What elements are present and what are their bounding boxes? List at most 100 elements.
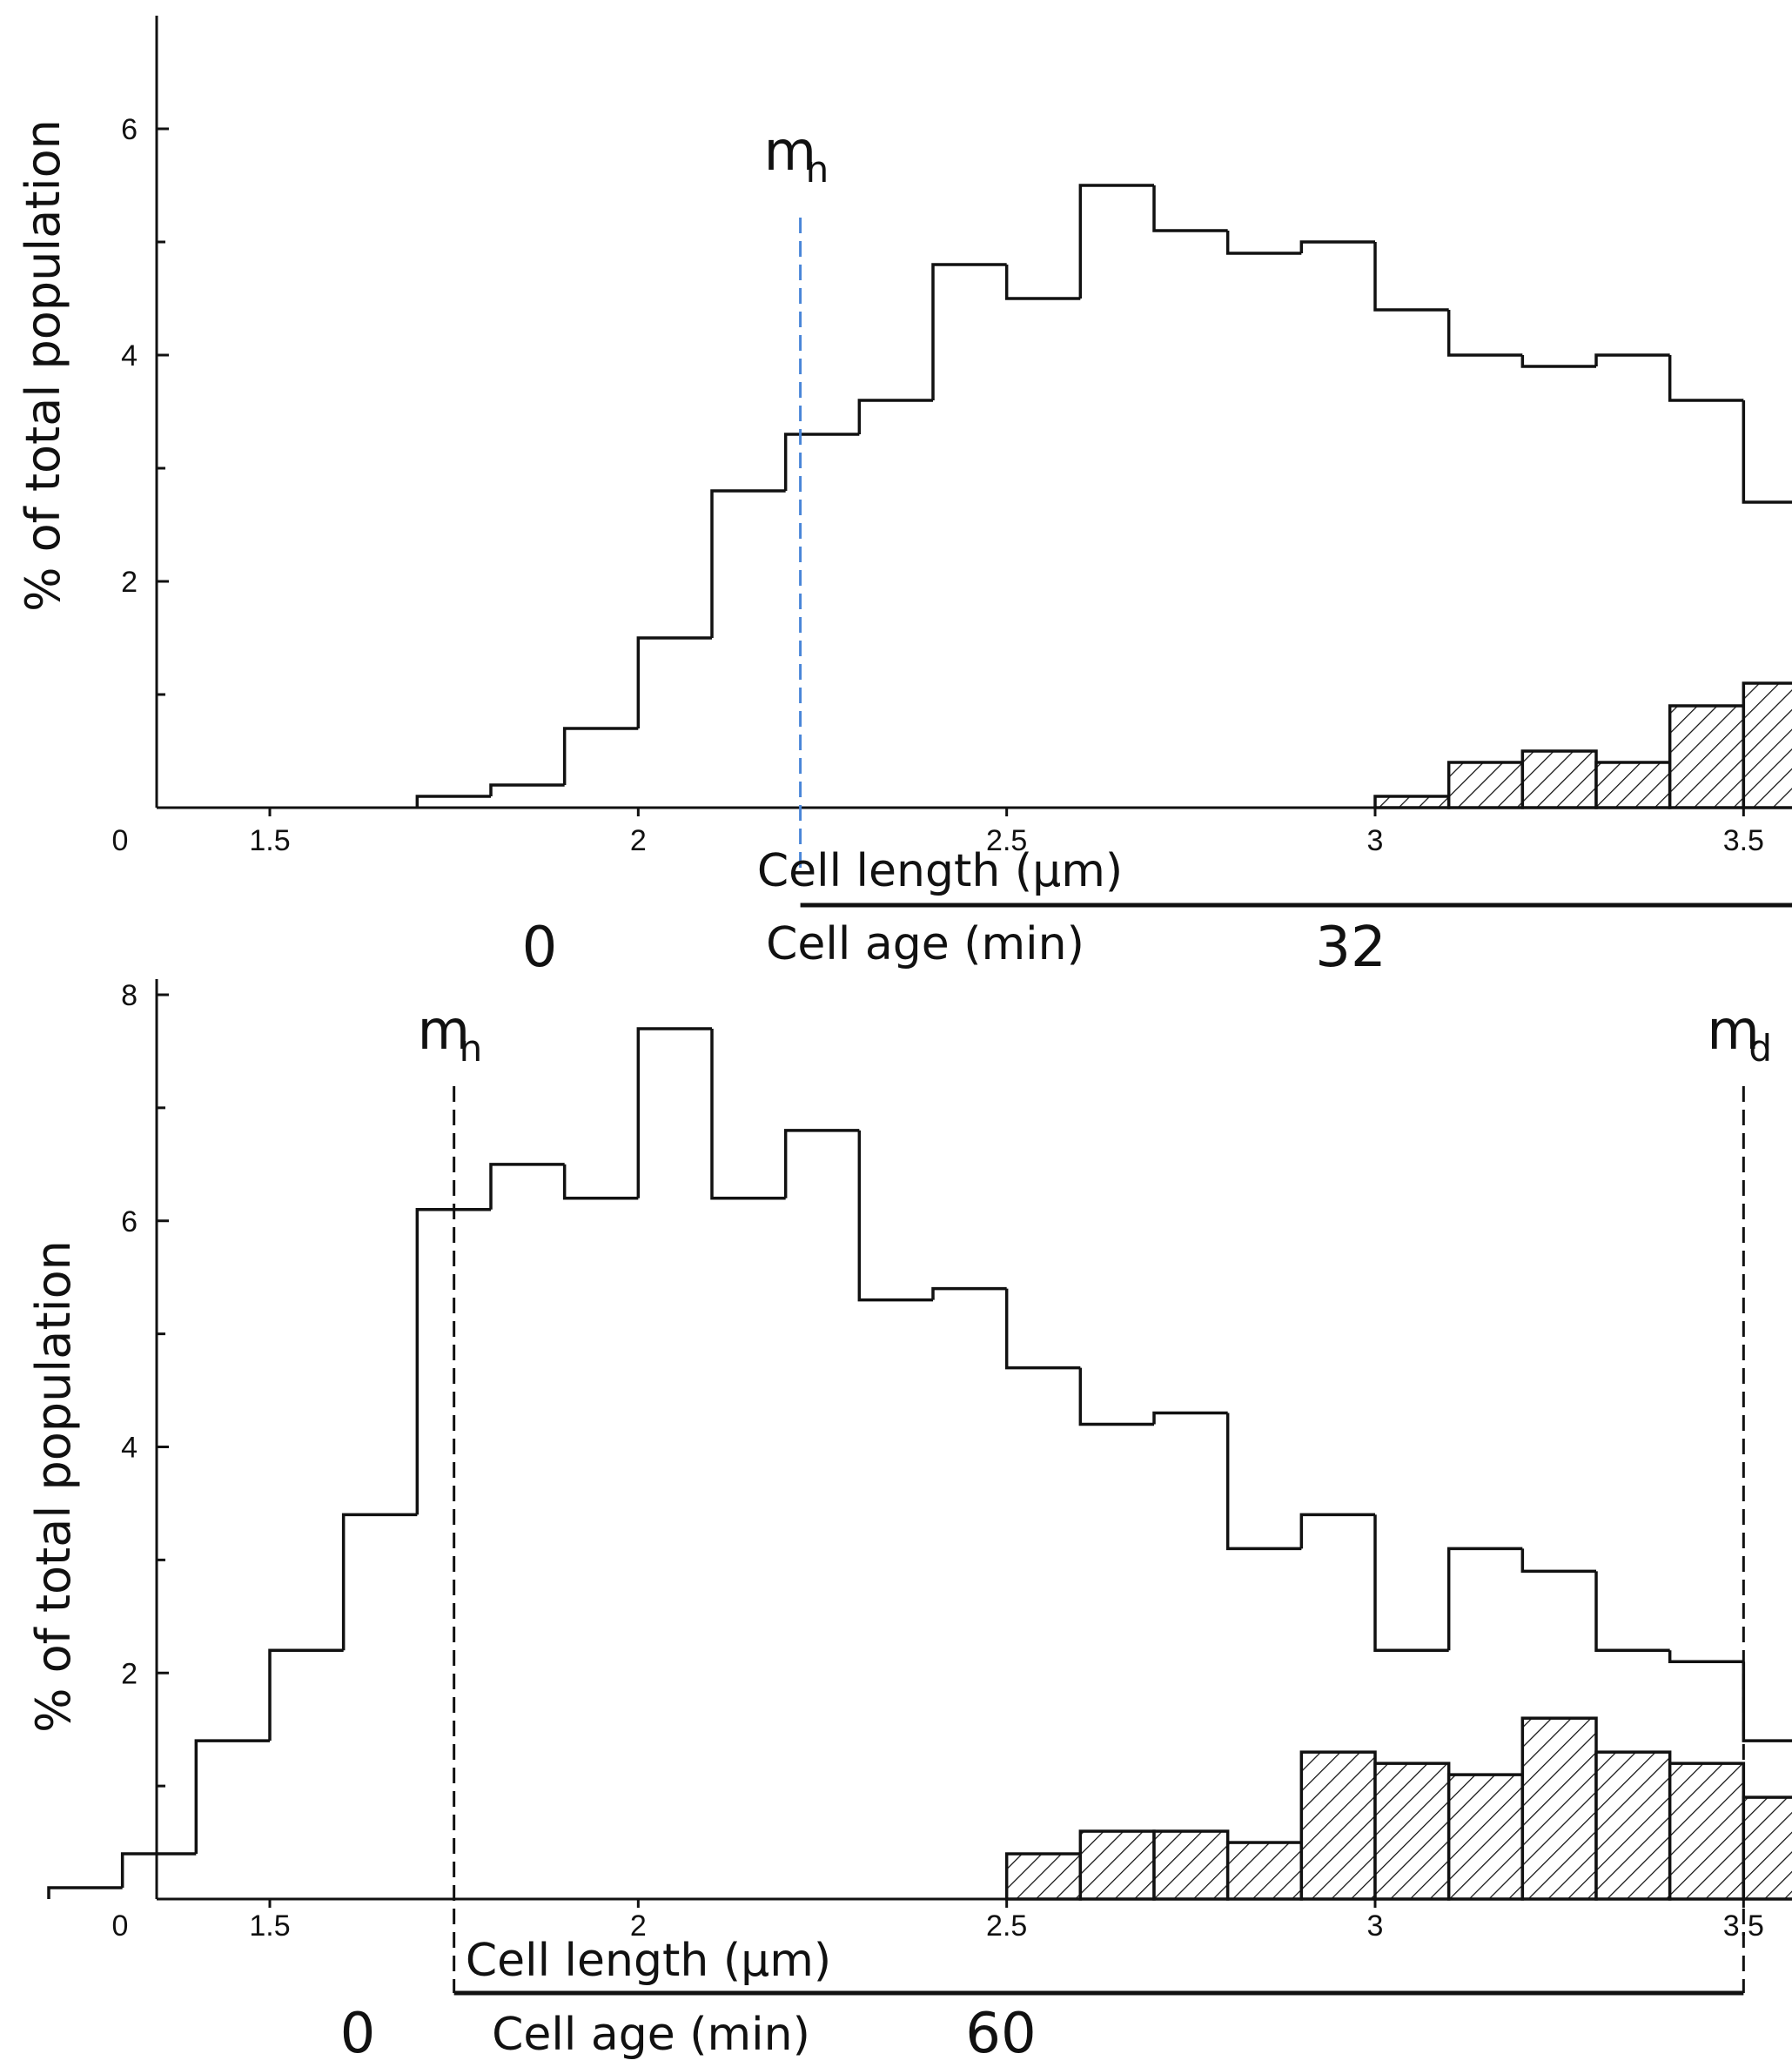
marker-subscript-n: n — [460, 1027, 483, 1070]
total-bar-step — [1446, 310, 1523, 357]
hatched-bar — [1225, 1841, 1304, 1901]
top-y-axis-label: % of total population — [16, 119, 70, 612]
total-bar-step — [1152, 185, 1228, 232]
y-tick-label: 4 — [121, 1432, 138, 1465]
bottom-total-histogram — [47, 1027, 1792, 1899]
total-bar-step — [636, 1027, 713, 1198]
hatched-bar — [1742, 681, 1792, 809]
total-bar-step — [415, 1208, 492, 1515]
hatched-bar — [1004, 1852, 1083, 1901]
total-bar-step — [415, 795, 492, 808]
y-tick-label: 2 — [121, 566, 138, 599]
x-tick-label: 2 — [630, 1909, 647, 1943]
total-bar-step — [857, 1130, 933, 1302]
bottom-y-axis-label: % of total population — [26, 1240, 81, 1733]
total-bar-step — [783, 1129, 860, 1198]
hatched-bar — [1668, 704, 1746, 809]
y-tick-label: 6 — [121, 113, 138, 146]
x-tick-label: 3 — [1367, 824, 1384, 857]
total-bar-step — [1373, 1514, 1449, 1653]
total-bar-step — [194, 1739, 270, 1855]
top-hatched-histogram — [1373, 681, 1792, 809]
bottom-age-start-label: 0 — [340, 2002, 376, 2066]
x-tick-label: 3.5 — [1723, 824, 1764, 857]
hatched-bar — [1594, 1750, 1672, 1901]
total-bar-step — [120, 1852, 197, 1889]
total-bar-step — [857, 399, 933, 434]
total-bar-step — [783, 433, 860, 491]
total-bar-step — [1742, 1661, 1792, 1742]
hatched-bar — [1446, 1773, 1525, 1901]
total-bar-step — [931, 1286, 1007, 1300]
x-tick-label: 1.5 — [249, 824, 290, 857]
total-bar-step — [1152, 1411, 1228, 1425]
total-bar-step — [1004, 1288, 1081, 1370]
total-bar-step — [562, 727, 639, 785]
hatched-bar — [1446, 761, 1525, 809]
y-tick-label: 4 — [121, 339, 138, 372]
marker-label-n: m — [764, 119, 816, 183]
marker-subscript-n: n — [806, 148, 829, 191]
total-bar-step — [1225, 1413, 1302, 1551]
total-bar-step — [1078, 1367, 1154, 1426]
y-tick-label: 2 — [121, 1657, 138, 1690]
top-age-start-label: 0 — [522, 916, 558, 980]
bottom-markers: mn md — [418, 998, 1772, 1996]
hatched-bar — [1373, 1762, 1451, 1901]
bottom-age-axis-label: Cell age (min) — [492, 2009, 810, 2061]
total-bar-step — [268, 1648, 344, 1742]
total-bar-step — [1373, 242, 1449, 312]
y-tick-label: 8 — [121, 979, 138, 1012]
marker-subscript-d: d — [1748, 1027, 1772, 1070]
total-bar-step — [489, 783, 565, 796]
hatched-bar — [1668, 1762, 1746, 1901]
hatched-bar — [1373, 795, 1451, 809]
bottom-x-axis-label: Cell length (µm) — [466, 1935, 831, 1987]
top-age-axis-label: Cell age (min) — [766, 918, 1084, 970]
x-tick-label: 2 — [630, 824, 647, 857]
total-bar-step — [710, 489, 786, 638]
total-bar-step — [1520, 355, 1597, 368]
hatched-bar — [1594, 761, 1672, 809]
total-bar-step — [1078, 184, 1154, 299]
hatched-bar — [1152, 1829, 1230, 1901]
total-bar-step — [1594, 353, 1670, 366]
total-bar-step — [1594, 1571, 1670, 1653]
bottom-hatched-histogram — [1004, 1716, 1792, 1901]
marker-label-n: m — [418, 998, 470, 1062]
x-tick-label: 1.5 — [249, 1909, 290, 1943]
total-bar-step — [1446, 1547, 1523, 1651]
total-bar-step — [1668, 1650, 1744, 1664]
total-bar-step — [489, 1163, 565, 1210]
x-tick-label: 0 — [112, 824, 129, 857]
hatched-bar — [1520, 1716, 1598, 1901]
x-tick-label: 2.5 — [986, 1909, 1027, 1943]
total-bar-step — [1668, 355, 1744, 402]
total-bar-step — [931, 263, 1007, 400]
hatched-bar — [1299, 1750, 1377, 1901]
top-age-end-label: 32 — [1315, 916, 1386, 980]
x-tick-label: 0 — [112, 1909, 129, 1943]
hatched-bar — [1078, 1829, 1156, 1901]
total-bar-step — [1520, 1548, 1597, 1574]
top-x-axis-label: Cell length (µm) — [757, 845, 1123, 897]
marker-label-d: m — [1707, 998, 1759, 1062]
x-tick-label: 2.5 — [986, 824, 1027, 857]
total-bar-step — [1299, 240, 1376, 253]
top-total-histogram — [415, 184, 1792, 808]
hatched-bar — [1742, 1795, 1792, 1901]
hatched-bar — [1520, 749, 1598, 809]
total-bar-step — [710, 1028, 786, 1200]
bottom-age-end-label: 60 — [965, 2002, 1036, 2066]
total-bar-step — [1742, 400, 1792, 504]
total-bar-step — [1225, 231, 1302, 255]
total-bar-step — [341, 1513, 418, 1651]
x-tick-label: 3 — [1367, 1909, 1384, 1943]
total-bar-step — [562, 1164, 639, 1200]
